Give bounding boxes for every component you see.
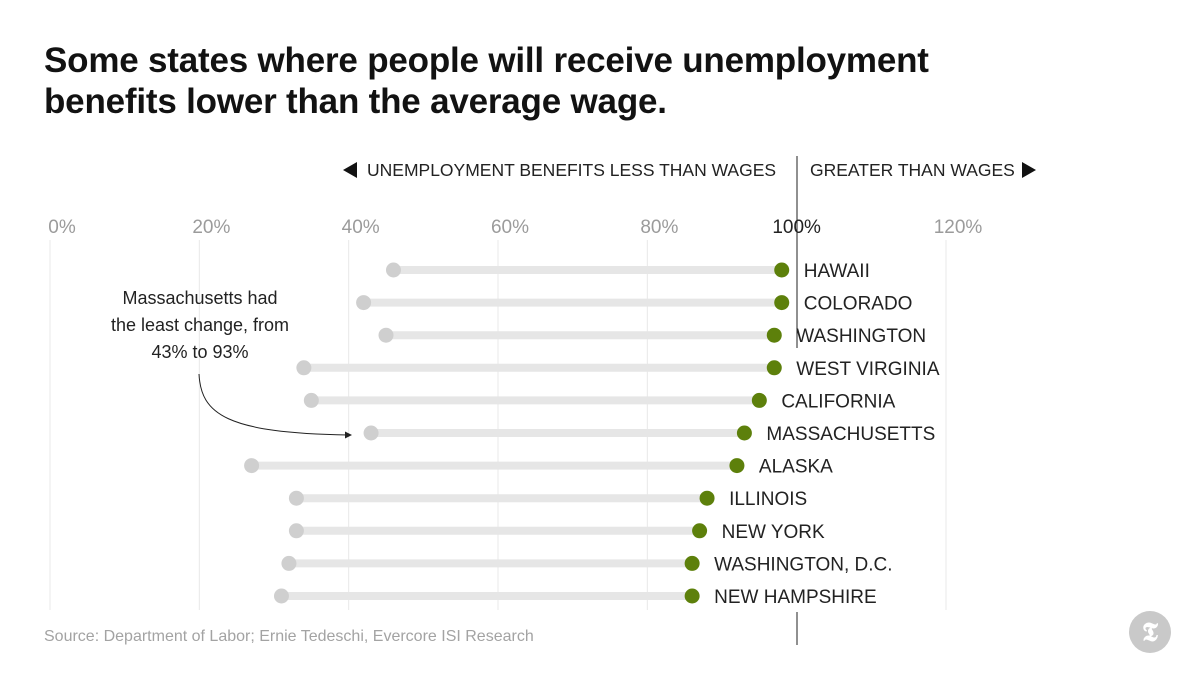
x-tick-label: 20% [192,217,230,238]
state-label: CALIFORNIA [781,391,895,412]
state-row: WEST VIRGINIA [296,359,940,380]
before-dot [363,425,379,441]
newspaper-logo: 𝕿 [1128,610,1172,654]
after-dot [766,327,782,343]
chart-title: Some states where people will receive un… [44,40,1044,122]
before-dot [288,490,304,506]
title-line-1: Some states where people will receive un… [44,41,929,80]
after-dot [751,392,767,408]
state-label: ALASKA [759,457,833,478]
x-axis-ticks: 0% 20% 40% 60% 80% 100% 120% [48,217,982,238]
state-row: NEW YORK [288,522,825,543]
state-row: COLORADO [356,294,912,315]
state-label: WASHINGTON [796,326,926,347]
x-tick-label: 80% [640,217,678,238]
annotation-arrowhead-icon [345,431,352,439]
state-row: CALIFORNIA [303,391,896,412]
state-row: HAWAII [385,261,870,282]
state-row: ILLINOIS [288,489,807,510]
state-label: MASSACHUSETTS [766,424,935,445]
before-dot [356,295,372,311]
state-row: WASHINGTON, D.C. [281,554,893,575]
state-rows: HAWAII COLORADO WASHINGTON WEST VIRGINIA CAL… [244,261,940,608]
source-note: Source: Department of Labor; Ernie Tedes… [44,628,534,645]
state-label: NEW HAMPSHIRE [714,587,877,608]
state-label: ILLINOIS [729,489,807,510]
after-dot [684,588,700,604]
before-dot [378,327,394,343]
direction-header: UNEMPLOYMENT BENEFITS LESS THAN WAGES GR… [343,156,1036,645]
state-label: HAWAII [804,261,870,282]
before-dot [273,588,289,604]
annotation-arrow [198,373,349,436]
state-label: WASHINGTON, D.C. [714,554,892,575]
x-tick-label: 120% [934,217,983,238]
right-arrow-icon [1022,162,1036,178]
state-row: NEW HAMPSHIRE [273,587,877,608]
left-direction-label: UNEMPLOYMENT BENEFITS LESS THAN WAGES [367,160,776,180]
after-dot [692,523,708,539]
annotation-line-3: 43% to 93% [151,342,248,362]
logo-glyph-icon: 𝕿 [1142,618,1159,648]
after-dot [729,458,745,474]
before-dot [288,523,304,539]
before-dot [244,458,260,474]
before-dot [385,262,401,278]
after-dot [684,555,700,571]
state-label: WEST VIRGINIA [796,359,940,380]
state-label: NEW YORK [722,522,825,543]
x-tick-label: 40% [342,217,380,238]
after-dot [699,490,715,506]
state-row: WASHINGTON [378,326,926,347]
after-dot [766,360,782,376]
logo-circle [1129,611,1171,653]
annotation-line-1: Massachusetts had [122,288,277,308]
after-dot [774,295,790,311]
state-label: COLORADO [804,294,913,315]
annotation: Massachusetts had the least change, from… [111,288,352,439]
state-row: ALASKA [244,457,833,478]
x-tick-label: 60% [491,217,529,238]
right-direction-label: GREATER THAN WAGES [810,160,1015,180]
x-tick-label: 0% [48,217,76,238]
annotation-line-2: the least change, from [111,315,289,335]
after-dot [736,425,752,441]
title-line-2: benefits lower than the average wage. [44,82,667,121]
state-row: MASSACHUSETTS [363,424,935,445]
before-dot [281,555,297,571]
before-dot [296,360,312,376]
before-dot [303,392,319,408]
left-arrow-icon [343,162,357,178]
after-dot [774,262,790,278]
